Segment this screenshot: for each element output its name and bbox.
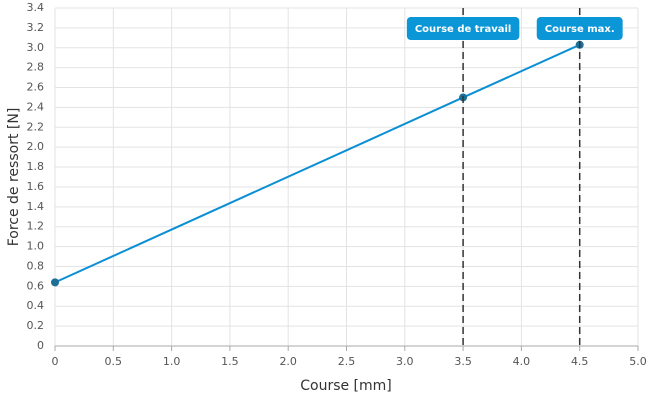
x-tick-label: 2.0: [279, 355, 297, 368]
y-tick-label: 0.2: [27, 319, 45, 332]
annotation-box: [536, 17, 623, 40]
y-tick-label: 1.4: [27, 200, 45, 213]
x-tick-label: 0.5: [105, 355, 123, 368]
annotation-label: Course de travail: [415, 24, 511, 35]
annotation-label: Course max.: [545, 24, 615, 35]
annotation: Course max.: [536, 17, 623, 40]
y-tick-label: 2.6: [27, 81, 45, 94]
y-axis-title: Force de ressort [N]: [6, 108, 22, 247]
y-tick-label: 1.6: [27, 180, 45, 193]
y-tick-label: 3.4: [27, 1, 45, 14]
x-tick-label: 1.5: [221, 355, 239, 368]
x-tick-label: 5.0: [629, 355, 647, 368]
y-tick-label: 2.8: [27, 61, 45, 74]
x-tick-label: 3.0: [396, 355, 414, 368]
annotation: Course de travail: [406, 17, 520, 40]
x-tick-label: 1.0: [163, 355, 181, 368]
y-tick-label: 0.8: [27, 259, 45, 272]
y-tick-label: 0: [37, 339, 44, 352]
y-tick-label: 1.0: [27, 240, 45, 253]
y-tick-label: 3.2: [27, 21, 45, 34]
y-tick-label: 3.0: [27, 41, 45, 54]
y-tick-label: 2.0: [27, 140, 45, 153]
x-tick-label: 4.5: [571, 355, 589, 368]
x-tick-label: 4.0: [513, 355, 531, 368]
annotation-box: [406, 17, 520, 40]
y-tick-label: 0.6: [27, 279, 45, 292]
y-tick-label: 2.4: [27, 100, 45, 113]
x-tick-label: 3.5: [454, 355, 472, 368]
x-tick-label: 0: [52, 355, 59, 368]
data-point: [51, 278, 59, 287]
y-tick-label: 1.8: [27, 160, 45, 173]
y-tick-label: 0.4: [27, 299, 45, 312]
x-tick-label: 2.5: [338, 355, 356, 368]
y-tick-label: 1.2: [27, 220, 45, 233]
y-tick-label: 2.2: [27, 120, 45, 133]
x-axis-title: Course [mm]: [300, 378, 392, 394]
